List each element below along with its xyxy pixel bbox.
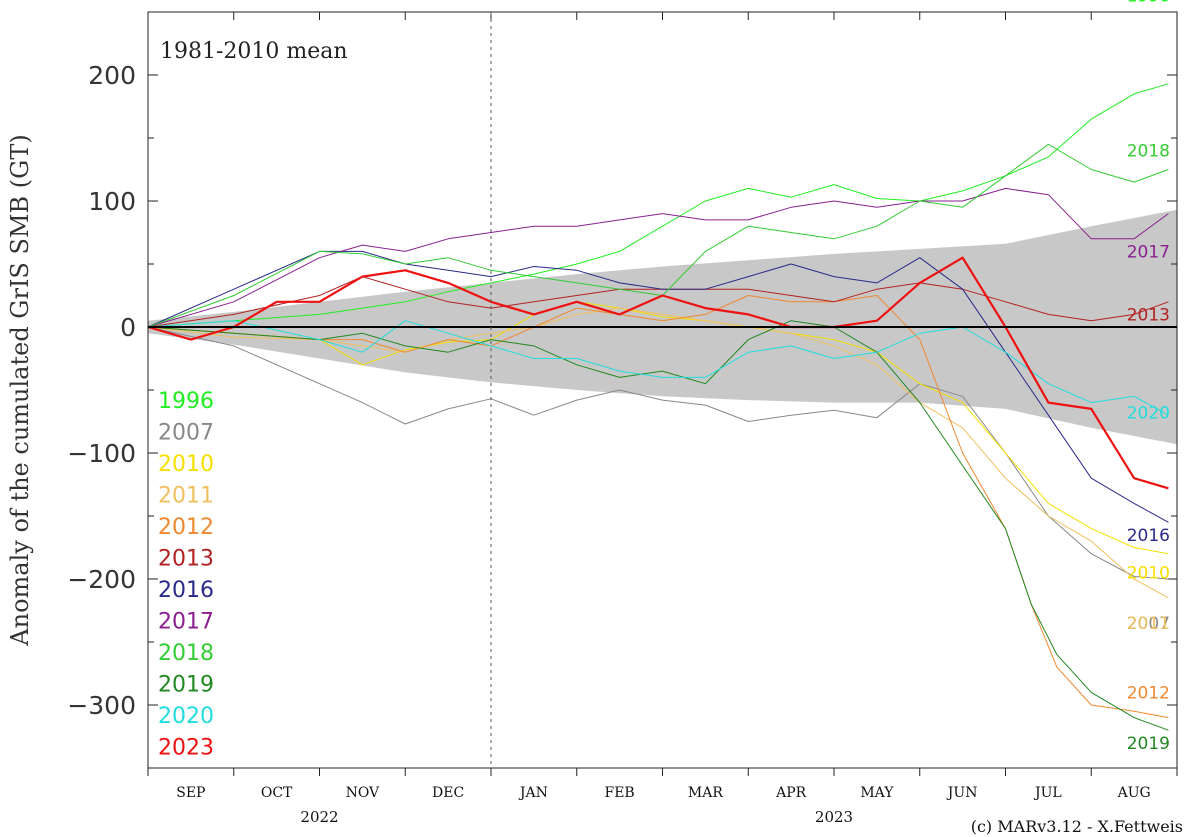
legend-item-2013: 2013 bbox=[158, 547, 214, 572]
end-label-2011: 2011 bbox=[1127, 614, 1170, 634]
end-label-2019: 2019 bbox=[1127, 734, 1170, 754]
series-line-2020 bbox=[147, 320, 1169, 416]
end-label-1996: 1996 bbox=[1127, 0, 1170, 7]
series-line-2019 bbox=[147, 320, 1169, 731]
month-label: JAN bbox=[518, 785, 548, 801]
legend-item-2012: 2012 bbox=[158, 515, 214, 540]
y-tick-label: 200 bbox=[88, 61, 136, 90]
labels-layer: 200 100 0 −100 −200 −300 SEP OCT NOV DEC JAN FEB MAR… bbox=[67, 0, 1170, 826]
series-line-2018 bbox=[147, 143, 1169, 328]
plot-frame bbox=[147, 11, 1178, 769]
series-line-1996 bbox=[147, 83, 1169, 328]
series-line-2017 bbox=[147, 187, 1169, 328]
series-line-2007 bbox=[147, 326, 1169, 580]
end-label-2017: 2017 bbox=[1127, 242, 1170, 262]
legend-item-2016: 2016 bbox=[158, 578, 214, 603]
month-label: APR bbox=[775, 785, 807, 801]
legend-item-2007: 2007 bbox=[158, 421, 214, 446]
month-label: FEB bbox=[605, 785, 635, 801]
y-tick-label: −200 bbox=[67, 565, 136, 594]
legend-item-1996: 1996 bbox=[158, 389, 214, 414]
end-label-2012: 2012 bbox=[1127, 683, 1170, 703]
month-label: MAY bbox=[860, 785, 894, 801]
legend-item-2023: 2023 bbox=[158, 736, 214, 761]
month-label: SEP bbox=[176, 785, 205, 801]
year-label-2023: 2023 bbox=[815, 808, 853, 826]
month-label: JUN bbox=[946, 785, 978, 801]
annotation-text: 1981-2010 mean bbox=[160, 39, 348, 64]
month-label: DEC bbox=[432, 785, 464, 801]
series-line-2016 bbox=[147, 250, 1169, 523]
series-line-2012 bbox=[147, 295, 1169, 719]
y-tick-label: 100 bbox=[88, 187, 136, 216]
end-label-2016: 2016 bbox=[1127, 526, 1170, 546]
legend-item-2017: 2017 bbox=[158, 610, 214, 635]
month-label: NOV bbox=[346, 785, 380, 801]
end-label-2020: 2020 bbox=[1127, 404, 1170, 424]
end-label-2010: 2010 bbox=[1127, 564, 1170, 584]
month-label: MAR bbox=[688, 785, 723, 801]
legend-item-2010: 2010 bbox=[158, 452, 214, 477]
y-tick-label: −100 bbox=[67, 439, 136, 468]
legend-item-2020: 2020 bbox=[158, 704, 214, 729]
legend-item-2018: 2018 bbox=[158, 641, 214, 666]
end-label-2007: 2007 bbox=[1127, 614, 1170, 634]
year-label-2022: 2022 bbox=[300, 808, 338, 826]
series-line-2011 bbox=[147, 307, 1169, 599]
credit-text: (c) MARv3.12 - X.Fettweis bbox=[971, 817, 1183, 836]
month-label: JUL bbox=[1033, 785, 1062, 801]
month-label: AUG bbox=[1117, 785, 1151, 801]
end-label-2013: 2013 bbox=[1127, 305, 1170, 325]
y-tick-label: 0 bbox=[120, 313, 136, 342]
legend-item-2019: 2019 bbox=[158, 673, 214, 698]
y-tick-label: −300 bbox=[67, 691, 136, 720]
month-label: OCT bbox=[261, 785, 293, 801]
y-axis-label: Anomaly of the cumulated GrIS SMB (GT) bbox=[6, 134, 34, 646]
legend-item-2011: 2011 bbox=[158, 484, 214, 509]
end-label-2018: 2018 bbox=[1127, 142, 1170, 162]
